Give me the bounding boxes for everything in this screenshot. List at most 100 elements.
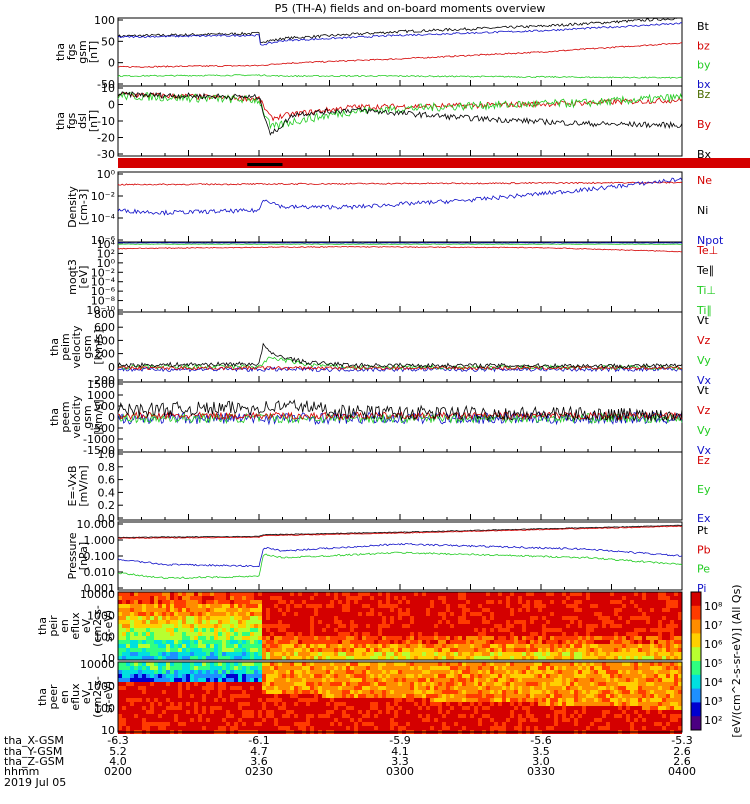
legend-vt: Vt	[697, 314, 710, 327]
legend-ey: Ey	[697, 483, 711, 496]
panel-frame	[118, 86, 682, 156]
tick-hhmm: 0200	[104, 765, 132, 778]
panel-10: thapeerenefluxeV(cm2-s-sr-eV)10000100010…	[36, 658, 682, 737]
tick-hhmm: 0300	[386, 765, 414, 778]
legend-ez: Ez	[697, 454, 710, 467]
y-tick-label: 600	[94, 321, 115, 334]
colorbar-segment	[691, 689, 701, 703]
mode-strip-bar	[118, 158, 750, 168]
series-bx-line	[118, 92, 682, 135]
y-tick-label: 400	[94, 334, 115, 347]
legend-by: by	[697, 59, 711, 72]
y-tick-label: 10⁻²	[91, 190, 115, 203]
y-tick-label: 1000	[87, 680, 115, 693]
legend-vz: Vz	[697, 404, 711, 417]
legend-vy: Vy	[697, 354, 711, 367]
figure-title: P5 (TH-A) fields and on-board moments ov…	[275, 2, 546, 15]
legend-pe: Pe	[697, 563, 710, 576]
colorbar-segment	[691, 647, 701, 661]
legend-vt: Vt	[697, 384, 710, 397]
date-label: 2019 Jul 05	[4, 776, 66, 789]
panel-2	[118, 158, 750, 168]
y-tick-label: 10000	[80, 588, 115, 601]
panel-5: thapeimvelocitygsm[km/s]8006004002000-20…	[48, 308, 712, 387]
y-tick-label: 0	[108, 57, 115, 70]
colorbar-tick-label: 10⁵	[704, 657, 722, 670]
colorbar-segment	[691, 592, 701, 606]
legend-te⊥: Te⊥	[696, 244, 718, 257]
panel-9: thapeirenefluxeV(cm2-s-sr-eV)10000100010…	[36, 588, 682, 665]
y-tick-label: 100	[94, 14, 115, 27]
y-tick-label: 0.6	[98, 474, 116, 487]
series-bt-line	[118, 18, 682, 43]
colorbar-segment	[691, 606, 701, 620]
y-tick-label: 10000	[80, 658, 115, 671]
y-axis-label-line: [cm-3]	[77, 189, 90, 225]
legend-ni: Ni	[697, 204, 708, 217]
series-by-line	[118, 75, 682, 79]
y-tick-label: 0	[108, 99, 115, 112]
mode-strip-mark	[247, 163, 282, 166]
panel-4: moqt3[eV]10⁴10²10⁰10⁻²10⁻⁴10⁻⁶10⁻⁸10⁻¹⁰T…	[66, 238, 718, 317]
tick-hhmm: 0230	[245, 765, 273, 778]
y-tick-label: 200	[94, 348, 115, 361]
legend-vz: Vz	[697, 334, 711, 347]
tick-hhmm: 0400	[668, 765, 696, 778]
y-tick-label: 1.0	[98, 448, 116, 461]
legend-ne: Ne	[697, 174, 712, 187]
legend-ti⊥: Ti⊥	[696, 284, 716, 297]
colorbar-segment	[691, 661, 701, 675]
colorbar-label: [eV/(cm^2-s-sr-eV)] (All Qs)	[730, 584, 743, 737]
colorbar-segment	[691, 716, 701, 730]
y-tick-label: -20	[97, 132, 115, 145]
panel-6: thapeemvelocitygsm[km/s]150010005000-500…	[48, 378, 712, 457]
colorbar-tick-label: 10²	[704, 714, 722, 727]
colorbar-tick-label: 10⁸	[704, 600, 723, 613]
legend-bz: bz	[697, 39, 710, 52]
colorbar-segment	[691, 675, 701, 689]
y-tick-label: 0.4	[98, 486, 116, 499]
y-tick-label: 0	[108, 361, 115, 374]
y-tick-label: 100	[94, 631, 115, 644]
legend-vy: Vy	[697, 424, 711, 437]
series-vt-line	[118, 344, 682, 368]
panel-frame	[118, 312, 682, 382]
panel-frame	[118, 242, 682, 312]
y-tick-label: 0.8	[98, 461, 116, 474]
colorbar-tick-label: 10⁷	[704, 619, 722, 632]
y-tick-label: 50	[101, 35, 115, 48]
series-ne-line	[118, 182, 682, 185]
legend-pt: Pt	[697, 524, 709, 537]
y-tick-label: 0.010	[84, 566, 116, 579]
colorbar-segment	[691, 702, 701, 716]
y-tick-label: 1000	[87, 609, 115, 622]
y-axis-label-line: [nT]	[87, 41, 100, 63]
y-tick-label: 10⁻⁴	[91, 212, 116, 225]
y-tick-label: 0.2	[98, 499, 116, 512]
y-axis-label-line: [eV]	[77, 266, 90, 289]
series-bz-line	[118, 43, 682, 68]
colorbar-tick-label: 10⁴	[704, 676, 723, 689]
colorbar-segment	[691, 633, 701, 647]
colorbar-segment	[691, 620, 701, 634]
panel-8: Pressure[nPa]10.0001.0000.1000.0100.001P…	[66, 518, 711, 595]
series-bx-line	[118, 23, 682, 45]
y-tick-label: 100	[94, 702, 115, 715]
y-tick-label: 1.000	[84, 534, 116, 547]
legend-bz: Bz	[697, 88, 711, 101]
colorbar-group: 10⁸10⁷10⁶10⁵10⁴10³10²[eV/(cm^2-s-sr-eV)]…	[691, 584, 743, 737]
colorbar-tick-label: 10³	[704, 695, 722, 708]
legend-te∥: Te∥	[696, 264, 714, 277]
series-pt-line	[118, 525, 682, 537]
y-tick-label: 10.000	[77, 518, 116, 531]
legend-pb: Pb	[697, 543, 711, 556]
y-tick-label: 0.100	[84, 550, 116, 563]
y-tick-label: 800	[94, 308, 115, 321]
series-pi-line	[118, 544, 682, 567]
